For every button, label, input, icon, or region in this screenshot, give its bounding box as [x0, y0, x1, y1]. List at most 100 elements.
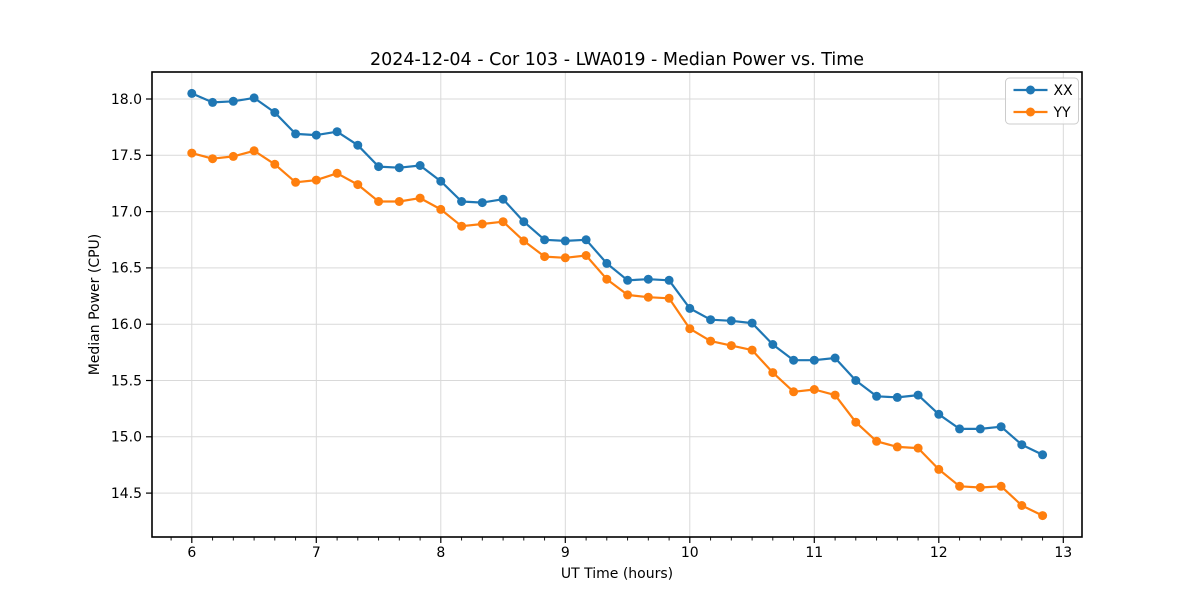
data-point — [374, 197, 384, 206]
data-point — [706, 315, 716, 325]
data-point — [706, 336, 716, 346]
x-tick-label: 12 — [930, 545, 948, 561]
data-point — [809, 355, 819, 365]
data-point — [187, 88, 197, 98]
data-point — [602, 258, 612, 268]
data-point — [270, 159, 280, 169]
data-point — [498, 194, 508, 204]
data-point — [955, 481, 965, 491]
data-point — [477, 219, 487, 229]
data-point — [685, 303, 695, 313]
data-point — [934, 409, 944, 419]
legend: XX YY — [1005, 77, 1079, 125]
y-tick-label: 15.0 — [111, 430, 142, 446]
series-XX-line — [191, 92, 1044, 456]
data-point — [996, 422, 1006, 432]
x-tick-label: 13 — [1054, 545, 1072, 561]
x-tick-label: 9 — [561, 545, 570, 561]
series-YY-markers — [187, 146, 1048, 521]
data-point — [934, 464, 944, 474]
data-point — [623, 290, 633, 300]
data-point — [747, 318, 757, 328]
legend-label: YY — [1053, 105, 1072, 121]
legend-label: XX — [1054, 83, 1074, 99]
data-point — [1017, 440, 1027, 450]
data-point — [664, 293, 674, 303]
data-point — [955, 424, 965, 434]
chart-title: 2024-12-04 - Cor 103 - LWA019 - Median P… — [370, 50, 864, 70]
legend-marker-sample — [1026, 107, 1035, 117]
data-point — [394, 197, 404, 206]
data-point — [394, 163, 404, 173]
data-point — [208, 154, 218, 164]
data-point — [436, 204, 446, 214]
data-point — [768, 340, 778, 349]
data-point — [623, 275, 633, 285]
data-point — [291, 177, 301, 187]
data-point — [187, 148, 197, 158]
y-axis: 14.5 15.0 15.5 16.0 16.5 17.0 17.5 18.0 — [111, 92, 152, 502]
y-tick-label: 15.5 — [111, 373, 142, 389]
x-minor-ticks — [170, 537, 1044, 541]
data-point — [457, 197, 467, 206]
data-point — [809, 385, 819, 394]
x-tick-label: 10 — [681, 545, 699, 561]
y-tick-label: 17.0 — [111, 204, 142, 220]
plot-border — [151, 71, 1083, 538]
y-tick-label: 14.5 — [111, 486, 142, 502]
y-tick-label: 16.0 — [111, 317, 142, 333]
data-point — [353, 140, 363, 150]
data-point — [830, 390, 840, 400]
data-point — [830, 353, 840, 363]
data-point — [768, 368, 778, 378]
data-point — [747, 345, 757, 355]
data-point — [664, 275, 674, 285]
x-tick-label: 6 — [187, 545, 196, 561]
data-point — [726, 341, 736, 351]
data-point — [311, 175, 321, 185]
data-point — [872, 436, 882, 446]
x-tick-label: 7 — [312, 545, 321, 561]
y-tick-label: 16.5 — [111, 261, 142, 277]
data-point — [374, 162, 384, 172]
data-point — [872, 391, 882, 401]
data-point — [540, 252, 550, 262]
grid — [152, 72, 1082, 537]
data-point — [851, 417, 861, 427]
x-tick-label: 8 — [436, 545, 445, 561]
data-point — [291, 129, 301, 139]
data-point — [685, 324, 695, 334]
data-point — [726, 316, 736, 326]
data-point — [519, 217, 529, 227]
data-point — [332, 127, 342, 137]
y-axis-label: Median Power (CPU) — [87, 234, 103, 376]
data-point — [996, 481, 1006, 491]
data-point — [519, 236, 529, 246]
data-point — [975, 483, 985, 492]
x-axis-label: UT Time (hours) — [561, 566, 673, 582]
data-point — [789, 387, 799, 397]
data-point — [1017, 501, 1027, 510]
data-point — [581, 235, 591, 245]
data-point — [581, 251, 591, 260]
data-point — [353, 180, 363, 190]
data-point — [560, 236, 570, 246]
data-point — [602, 274, 612, 284]
y-tick-label: 18.0 — [111, 92, 142, 108]
data-point — [913, 443, 923, 453]
data-point — [1038, 511, 1048, 521]
data-point — [249, 146, 259, 156]
data-point — [913, 390, 923, 400]
data-point — [892, 392, 902, 402]
series-XX-markers — [187, 88, 1048, 460]
data-point — [457, 221, 467, 231]
x-tick-label: 11 — [805, 545, 823, 561]
data-point — [415, 193, 425, 203]
data-point — [415, 161, 425, 170]
data-point — [498, 217, 508, 227]
data-point — [228, 151, 238, 161]
data-point — [789, 355, 799, 365]
data-point — [1038, 450, 1048, 460]
